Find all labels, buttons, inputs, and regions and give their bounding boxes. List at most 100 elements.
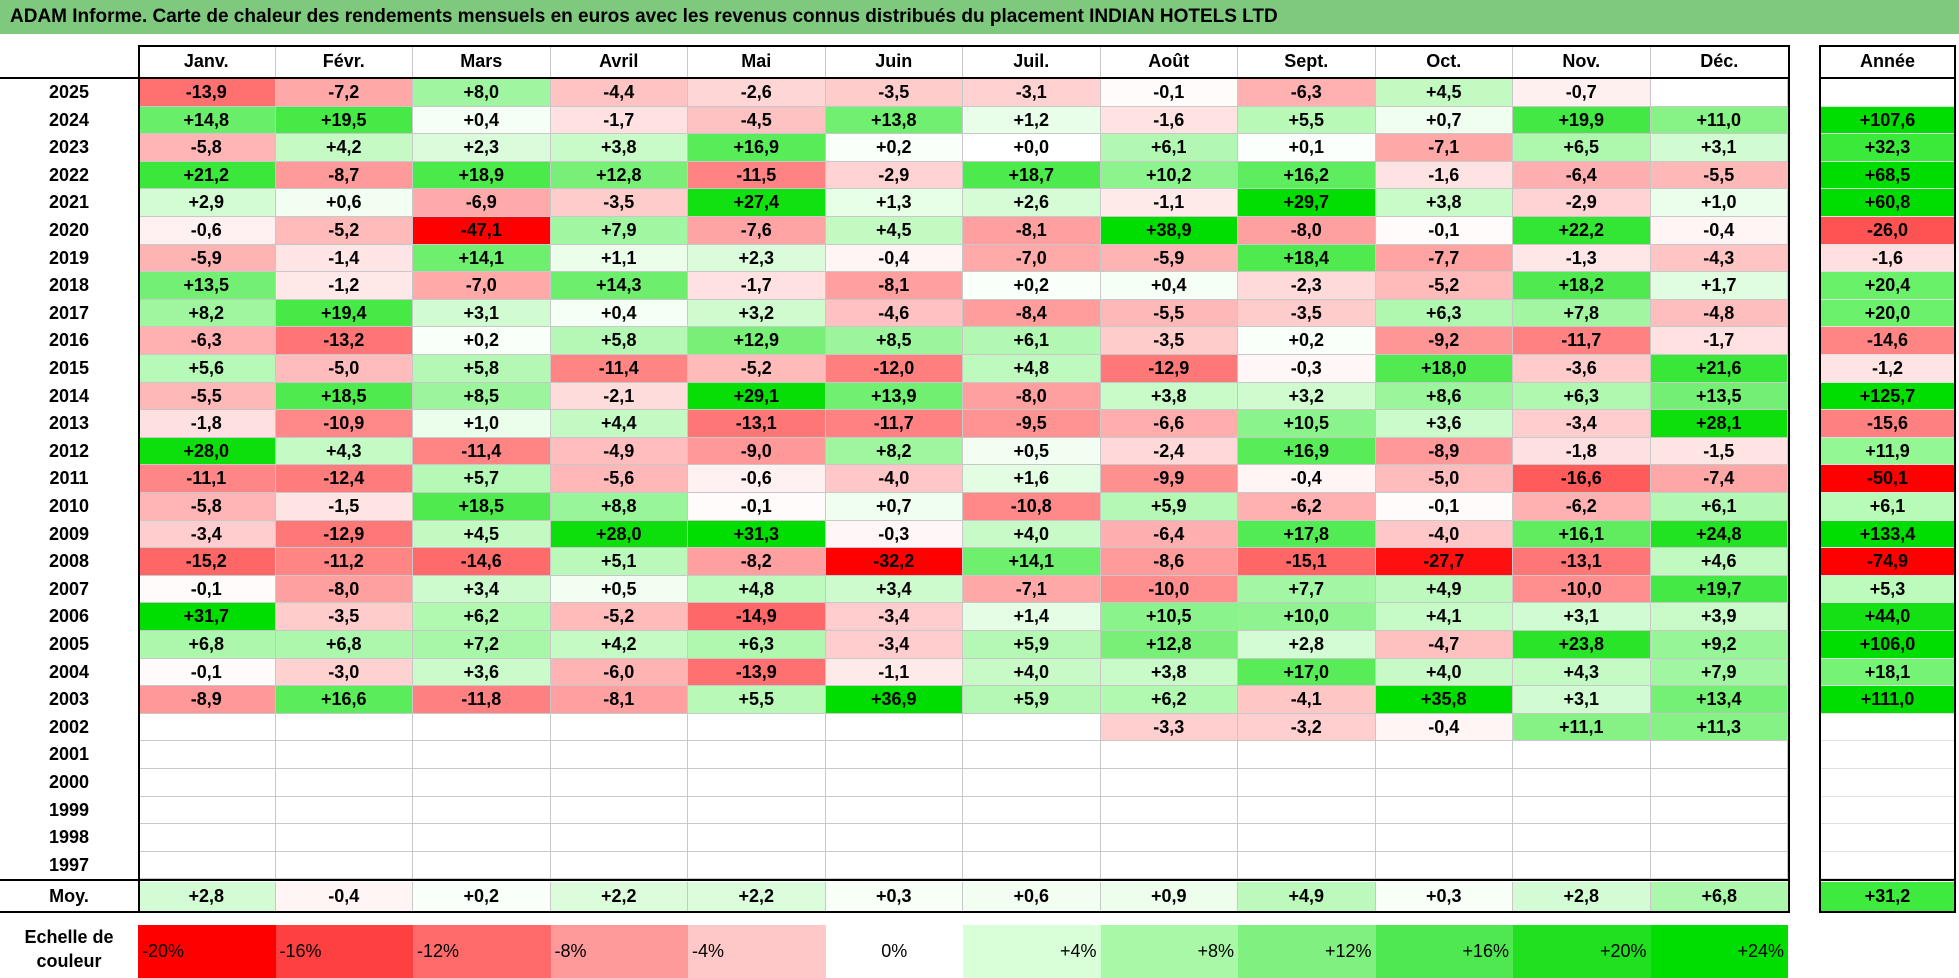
heatmap-cell: -15,2 xyxy=(138,548,276,576)
heatmap-cell: +4,5 xyxy=(413,520,551,549)
year-label: 2009 xyxy=(48,523,90,544)
year-label: 2001 xyxy=(48,744,90,765)
heatmap-cell: -8,0 xyxy=(275,575,413,604)
heatmap-cell: -3,5 xyxy=(1238,299,1376,328)
heatmap-cell: -8,9 xyxy=(1375,437,1513,466)
heatmap-cell: -13,1 xyxy=(1513,548,1651,576)
heatmap-cell: +35,8 xyxy=(1375,686,1513,714)
heatmap-cell: +11,1 xyxy=(1513,713,1651,742)
heatmap-cell xyxy=(550,741,688,769)
year-label: 2000 xyxy=(48,772,90,792)
heatmap-cell: +12,8 xyxy=(1100,631,1238,659)
annual-cell: -14,6 xyxy=(1819,327,1956,355)
annual-cell: -1,2 xyxy=(1819,355,1956,383)
header-rule-annual xyxy=(1819,77,1956,79)
heatmap-cell: -13,2 xyxy=(275,327,413,355)
heatmap-cell: +19,9 xyxy=(1513,106,1651,135)
heatmap-cell: +4,3 xyxy=(275,437,413,466)
heatmap-cell: +5,8 xyxy=(550,327,688,355)
heatmap-cell: +8,0 xyxy=(413,79,551,107)
heatmap-cell xyxy=(1375,796,1513,825)
color-scale-swatch: -8% xyxy=(550,925,688,978)
heatmap-cell: +4,2 xyxy=(275,134,413,162)
heatmap-cell xyxy=(1650,824,1788,852)
heatmap-cell: +4,8 xyxy=(688,575,826,604)
annual-cell xyxy=(1819,713,1956,742)
heatmap-cell: -6,0 xyxy=(550,658,688,687)
heatmap-cell: -6,4 xyxy=(1513,161,1651,190)
heatmap-cell: +3,1 xyxy=(413,299,551,328)
heatmap-cell: +3,6 xyxy=(1375,410,1513,438)
heatmap-cell: -5,8 xyxy=(138,134,276,162)
heatmap-cell xyxy=(413,741,551,769)
heatmap-cell: +31,3 xyxy=(688,520,826,549)
heatmap-cell: -13,9 xyxy=(688,658,826,687)
heatmap-cell: -12,9 xyxy=(1100,355,1238,383)
annual-cell xyxy=(1819,796,1956,825)
heatmap-cell xyxy=(1650,796,1788,825)
heatmap-cell xyxy=(1650,79,1788,107)
heatmap-cell: +3,2 xyxy=(1238,382,1376,411)
annual-cell: +5,3 xyxy=(1819,575,1956,604)
year-label: 2007 xyxy=(48,578,90,599)
heatmap-cell: -2,9 xyxy=(1513,189,1651,217)
year-label: 2021 xyxy=(48,192,90,213)
year-label: 1999 xyxy=(48,799,90,820)
heatmap-cell xyxy=(550,796,688,825)
heatmap-cell: -0,4 xyxy=(1650,217,1788,245)
year-label: 2015 xyxy=(48,358,90,378)
year-label: 2004 xyxy=(48,661,90,682)
heatmap-cell xyxy=(688,713,826,742)
heatmap-cell: -10,9 xyxy=(275,410,413,438)
annual-cell: +133,4 xyxy=(1819,520,1956,549)
heatmap-cell: +2,8 xyxy=(1238,631,1376,659)
heatmap-cell: -12,0 xyxy=(825,355,963,383)
month-header: Oct. xyxy=(1376,45,1513,78)
heatmap-cell: -7,0 xyxy=(413,272,551,300)
heatmap-cell: +14,1 xyxy=(963,548,1101,576)
heatmap-cell: -1,1 xyxy=(1100,189,1238,217)
average-cell: +2,2 xyxy=(550,882,688,911)
average-cell: +2,2 xyxy=(688,882,826,911)
heatmap-cell: +4,1 xyxy=(1375,603,1513,631)
heatmap-cell: -47,1 xyxy=(413,217,551,245)
heatmap-cell: -8,1 xyxy=(550,686,688,714)
heatmap-cell: -3,4 xyxy=(1513,410,1651,438)
month-header: Juil. xyxy=(963,45,1101,78)
heatmap-cell: +16,1 xyxy=(1513,520,1651,549)
heatmap-cell: +6,1 xyxy=(963,327,1101,355)
heatmap-cell: +2,9 xyxy=(138,189,276,217)
heatmap-cell xyxy=(413,769,551,797)
heatmap-cell xyxy=(963,796,1101,825)
annual-cell: +111,0 xyxy=(1819,686,1956,714)
page-title: ADAM Informe. Carte de chaleur des rende… xyxy=(0,0,1959,34)
heatmap-cell: +3,4 xyxy=(413,575,551,604)
heatmap-cell: +13,4 xyxy=(1650,686,1788,714)
heatmap-cell: +7,2 xyxy=(413,631,551,659)
heatmap-cell: -9,9 xyxy=(1100,465,1238,493)
heatmap-cell: +9,2 xyxy=(1650,631,1788,659)
heatmap-cell: +5,9 xyxy=(1100,493,1238,521)
annual-cell: +20,4 xyxy=(1819,272,1956,300)
heatmap-cell: -11,8 xyxy=(413,686,551,714)
average-rule xyxy=(0,879,1790,882)
heatmap-cell: +10,5 xyxy=(1238,410,1376,438)
annual-cell xyxy=(1819,824,1956,852)
annual-cell: +106,0 xyxy=(1819,631,1956,659)
heatmap-cell: +3,1 xyxy=(1513,686,1651,714)
color-scale-swatch: +24% xyxy=(1650,925,1788,978)
heatmap-cell xyxy=(1513,796,1651,825)
month-header: Juin xyxy=(826,45,963,78)
annual-cell: +6,1 xyxy=(1819,493,1956,521)
month-header: Nov. xyxy=(1513,45,1651,78)
heatmap-cell: -27,7 xyxy=(1375,548,1513,576)
heatmap-cell: -5,5 xyxy=(138,382,276,411)
heatmap-cell xyxy=(413,796,551,825)
heatmap-cell xyxy=(1650,769,1788,797)
month-header: Févr. xyxy=(276,45,413,78)
heatmap-cell xyxy=(1100,796,1238,825)
heatmap-cell: -1,5 xyxy=(275,493,413,521)
year-label: 2003 xyxy=(48,689,90,710)
heatmap-cell: +17,8 xyxy=(1238,520,1376,549)
color-scale-swatch: +12% xyxy=(1238,925,1376,978)
